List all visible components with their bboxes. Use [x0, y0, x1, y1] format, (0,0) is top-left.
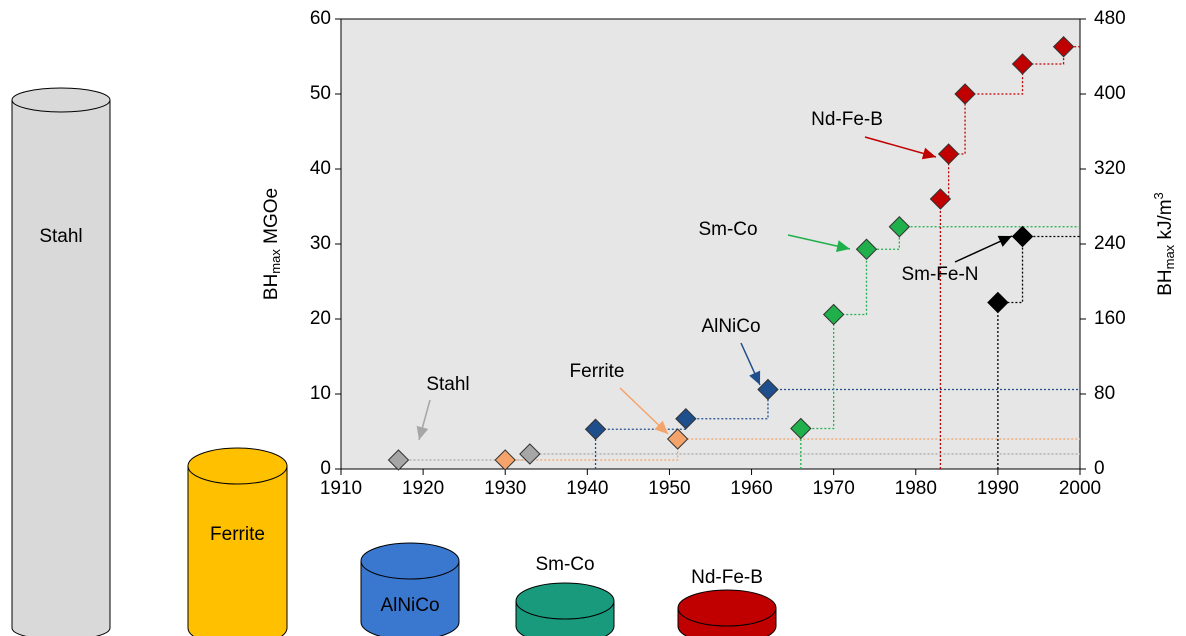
plot-area — [341, 19, 1080, 469]
y2-label-unit: kJ/m — [1155, 199, 1176, 244]
y2-axis-label: BHmax kJ/m3 — [1151, 192, 1177, 296]
series-label: Sm-Fe-N — [901, 264, 978, 285]
y2-tick-label: 400 — [1094, 83, 1126, 104]
y2-tick-label: 0 — [1094, 458, 1105, 479]
x-tick-label: 1920 — [402, 478, 444, 499]
x-tick-label: 1910 — [320, 478, 362, 499]
x-tick-label: 1930 — [484, 478, 526, 499]
y2-tick-label: 80 — [1094, 383, 1115, 404]
series-label: Stahl — [426, 374, 469, 395]
y-axis-label: BHmax MGOe — [261, 188, 283, 300]
y2-tick-label: 480 — [1094, 8, 1126, 29]
cylinder: Stahl — [12, 88, 110, 636]
y2-label-sup: 3 — [1151, 192, 1166, 199]
y2-tick-label: 160 — [1094, 308, 1126, 329]
series-label: AlNiCo — [701, 316, 760, 337]
chart: BHmax MGOe BHmax kJ/m3 StahlFerriteAlNiC… — [0, 0, 1186, 636]
y2-label-main: BH — [1155, 269, 1176, 295]
y-label-main: BH — [261, 274, 282, 300]
cylinder-label: Nd-Fe-B — [691, 567, 763, 588]
cylinder-top — [12, 88, 110, 112]
x-tick-label: 2000 — [1059, 478, 1101, 499]
cylinder-top — [361, 543, 459, 579]
y2-tick-label: 320 — [1094, 158, 1126, 179]
cylinder: Ferrite — [188, 448, 287, 636]
cylinder-top — [188, 448, 287, 484]
cylinder: AlNiCo — [361, 543, 459, 636]
x-tick-label: 1950 — [648, 478, 690, 499]
y-tick-label: 0 — [320, 458, 331, 479]
cylinder-body — [12, 100, 110, 636]
series-label: Ferrite — [570, 361, 625, 382]
cylinder-label: Stahl — [39, 226, 82, 247]
cylinder-top — [678, 590, 776, 626]
y-tick-label: 30 — [310, 233, 331, 254]
cylinder-top — [516, 583, 614, 619]
y-tick-label: 10 — [310, 383, 331, 404]
y-tick-label: 50 — [310, 83, 331, 104]
cylinder: Nd-Fe-B — [678, 567, 776, 636]
x-tick-label: 1980 — [895, 478, 937, 499]
y2-tick-label: 240 — [1094, 233, 1126, 254]
y-tick-label: 40 — [310, 158, 331, 179]
y2-label-sub: max — [1162, 244, 1177, 269]
x-tick-label: 1940 — [566, 478, 608, 499]
cylinder-label: AlNiCo — [380, 595, 439, 616]
cylinder-body — [188, 466, 287, 636]
y-tick-label: 60 — [310, 8, 331, 29]
x-tick-label: 1960 — [730, 478, 772, 499]
y-tick-label: 20 — [310, 308, 331, 329]
x-tick-label: 1990 — [977, 478, 1019, 499]
y-label-unit: MGOe — [261, 188, 282, 249]
series-label: Nd-Fe-B — [811, 109, 883, 130]
series-label: Sm-Co — [698, 219, 757, 240]
cylinder-label: Sm-Co — [535, 554, 594, 575]
cylinder: Sm-Co — [516, 554, 614, 636]
x-tick-label: 1970 — [813, 478, 855, 499]
y-label-sub: max — [268, 249, 283, 274]
cylinder-label: Ferrite — [210, 524, 265, 545]
